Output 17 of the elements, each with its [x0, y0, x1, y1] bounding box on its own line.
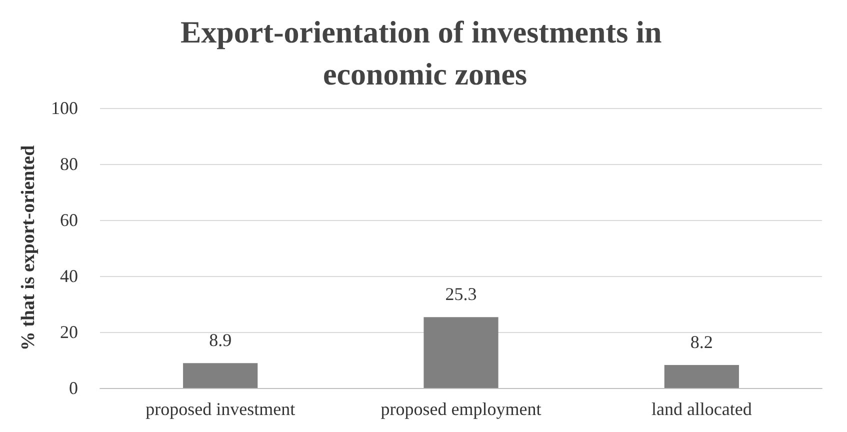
data-label: 8.9 [209, 330, 232, 350]
bar [183, 363, 258, 388]
y-axis-title: % that is export-oriented [18, 144, 39, 351]
x-tick-label: land allocated [651, 399, 752, 419]
y-tick-label: 100 [51, 98, 78, 118]
y-tick-label: 40 [60, 266, 78, 286]
x-tick-label: proposed employment [380, 399, 542, 419]
y-tick-label: 80 [60, 154, 78, 174]
bar [664, 365, 739, 388]
bar [424, 317, 498, 388]
data-label: 25.3 [445, 284, 477, 304]
y-tick-label: 20 [60, 322, 78, 342]
y-tick-label: 0 [69, 378, 78, 398]
chart-title: Export-orientation of investments in economic zones [180, 14, 670, 92]
y-tick-label: 60 [60, 210, 78, 230]
x-tick-label: proposed investment [146, 399, 296, 419]
data-label: 8.2 [690, 332, 713, 352]
